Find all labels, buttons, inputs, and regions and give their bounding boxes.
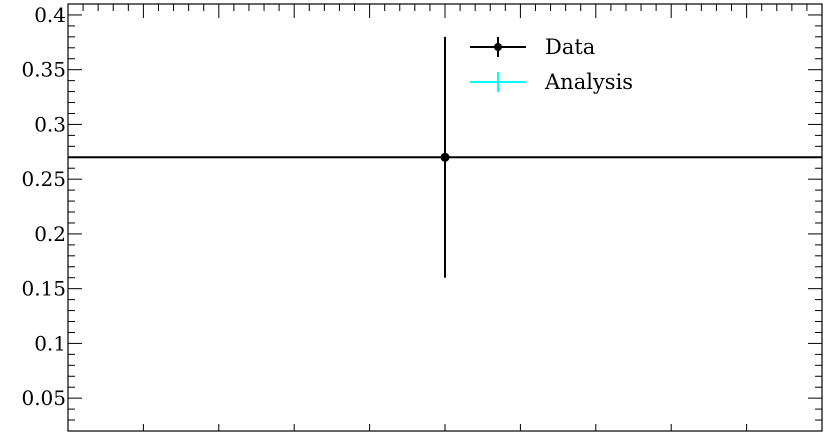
y-tick-label: 0.1: [34, 331, 66, 355]
y-tick-label: 0.15: [21, 277, 66, 301]
legend-data-label: Data: [545, 35, 595, 59]
legend-data-marker: [494, 43, 502, 51]
legend: Data Analysis: [470, 35, 633, 94]
y-tick-label: 0.25: [21, 167, 66, 191]
y-tick-label: 0.35: [21, 58, 66, 82]
y-tick-label: 0.4: [34, 3, 66, 27]
y-tick-label: 0.2: [34, 222, 66, 246]
y-tick-label: 0.05: [21, 386, 66, 410]
data-layer: [68, 36, 822, 278]
legend-analysis-label: Analysis: [544, 70, 633, 94]
data-point: [440, 152, 450, 162]
y-tick-label: 0.3: [34, 112, 66, 136]
y-axis-tick-labels: 0.05 0.1 0.15 0.2 0.25 0.3 0.35 0.4: [21, 3, 66, 410]
axis-ticks: [67, 3, 823, 432]
